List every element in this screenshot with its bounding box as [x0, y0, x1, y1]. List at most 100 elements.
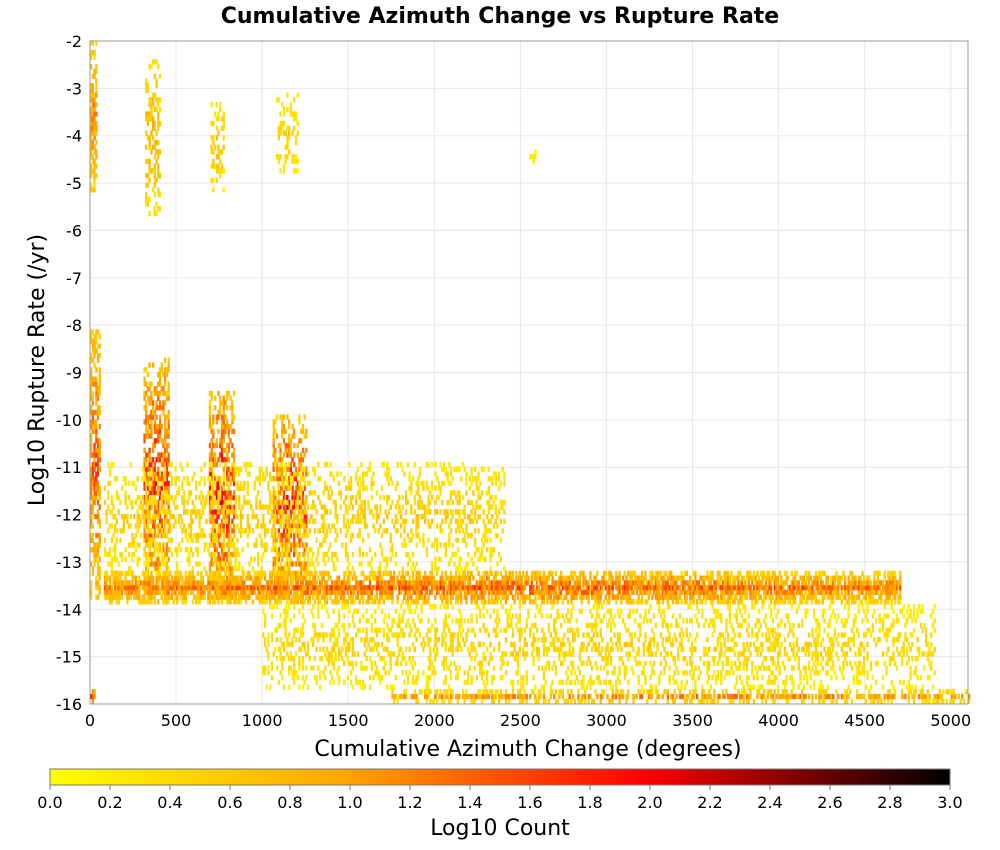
heatmap-cell: [510, 575, 513, 581]
heatmap-cell: [308, 547, 311, 553]
heatmap-cell: [272, 570, 275, 577]
heatmap-cell: [659, 585, 663, 591]
heatmap-cell: [274, 514, 277, 520]
heatmap-cell: [458, 509, 461, 515]
heatmap-cell: [232, 580, 236, 586]
heatmap-cell: [465, 589, 468, 595]
heatmap-cell: [484, 585, 487, 591]
heatmap-cell: [274, 495, 277, 501]
heatmap-cell: [145, 551, 148, 558]
heatmap-cell: [487, 585, 490, 591]
heatmap-cell: [169, 495, 172, 501]
heatmap-cell: [542, 599, 546, 605]
heatmap-cell: [690, 589, 694, 595]
heatmap-cell: [384, 471, 387, 477]
heatmap-cell: [408, 537, 411, 543]
heatmap-cell: [277, 125, 280, 131]
heatmap-cell: [401, 495, 404, 501]
heatmap-cell: [143, 523, 146, 529]
heatmap-cell: [215, 594, 218, 600]
heatmap-cell: [358, 599, 361, 605]
heatmap-cell: [415, 518, 418, 524]
heatmap-cell: [93, 499, 96, 506]
heatmap-cell: [415, 514, 418, 520]
heatmap-cell: [90, 447, 93, 453]
heatmap-cell: [341, 594, 344, 600]
heatmap-cell: [186, 476, 189, 482]
heatmap-cell: [305, 547, 308, 553]
heatmap-cell: [654, 585, 657, 591]
heatmap-cell: [370, 599, 373, 605]
heatmap-cell: [439, 523, 442, 529]
heatmap-cell: [317, 589, 320, 595]
heatmap-cell: [281, 594, 284, 600]
heatmap-cell: [157, 120, 160, 127]
heatmap-cell: [442, 594, 446, 600]
heatmap-cell: [121, 570, 124, 577]
heatmap-cell: [303, 547, 306, 553]
heatmap-cell: [222, 490, 225, 496]
heatmap-cell: [425, 461, 428, 468]
heatmap-cell: [91, 92, 94, 98]
heatmap-cell: [167, 504, 170, 510]
heatmap-cell: [238, 594, 241, 600]
heatmap-cell: [456, 518, 459, 524]
heatmap-cell: [317, 547, 320, 553]
heatmap-cell: [286, 542, 289, 548]
heatmap-cell: [183, 580, 186, 586]
heatmap-cell: [155, 414, 158, 420]
heatmap-cell: [219, 509, 222, 515]
heatmap-cell: [448, 480, 451, 487]
heatmap-cell: [665, 589, 668, 595]
heatmap-cell: [477, 514, 480, 520]
heatmap-cell: [155, 177, 158, 183]
heatmap-cell: [219, 158, 222, 165]
heatmap-cell: [153, 485, 156, 491]
heatmap-cell: [422, 514, 425, 520]
heatmap-cell: [289, 599, 292, 605]
heatmap-cell: [286, 589, 289, 595]
heatmap-cell: [393, 523, 396, 529]
heatmap-cell: [210, 135, 213, 141]
heatmap-cell: [191, 589, 194, 595]
heatmap-cell: [578, 570, 582, 577]
heatmap-cell: [281, 490, 284, 496]
heatmap-cell: [702, 575, 706, 581]
heatmap-cell: [167, 424, 170, 430]
heatmap-cell: [456, 547, 459, 553]
heatmap-cell: [91, 168, 94, 174]
heatmap-cell: [453, 580, 456, 586]
heatmap-cell: [227, 509, 230, 515]
heatmap-cell: [145, 499, 148, 506]
heatmap-cell: [212, 471, 215, 477]
heatmap-cell: [248, 575, 251, 581]
heatmap-cell: [696, 585, 699, 591]
heatmap-cell: [210, 163, 213, 169]
heatmap-cell: [692, 599, 695, 605]
heatmap-cell: [351, 514, 354, 520]
heatmap-cell: [155, 424, 158, 430]
heatmap-cell: [434, 499, 437, 506]
heatmap-cell: [718, 575, 721, 581]
heatmap-cell: [189, 537, 193, 543]
heatmap-cell: [114, 585, 117, 591]
heatmap-cell: [455, 599, 458, 605]
heatmap-cell: [294, 135, 298, 141]
heatmap-cell: [305, 532, 308, 539]
heatmap-cell: [226, 499, 229, 506]
heatmap-cell: [136, 528, 139, 534]
heatmap-cell: [439, 556, 442, 562]
heatmap-cell: [442, 580, 446, 586]
heatmap-cell: [310, 561, 313, 567]
heatmap-cell: [133, 589, 136, 595]
heatmap-cell: [291, 433, 294, 439]
heatmap-cell: [580, 594, 583, 600]
heatmap-cell: [325, 594, 329, 600]
heatmap-cell: [339, 528, 342, 534]
heatmap-cell: [486, 537, 489, 543]
heatmap-cell: [239, 532, 243, 539]
heatmap-cell: [219, 173, 222, 179]
heatmap-cell: [96, 547, 100, 553]
heatmap-cell: [143, 433, 146, 439]
heatmap-cell: [374, 504, 377, 510]
